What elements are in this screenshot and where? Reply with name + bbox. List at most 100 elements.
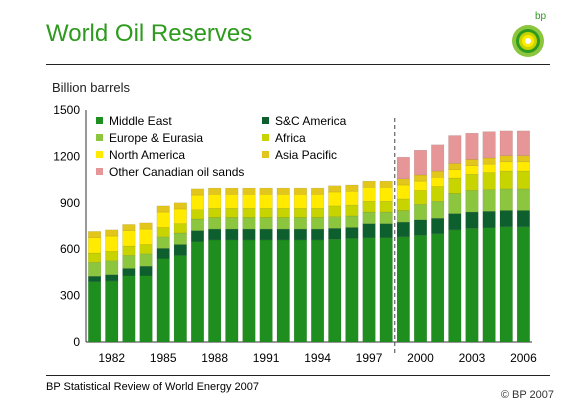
bar-segment bbox=[293, 239, 307, 343]
y-tick-label: 1200 bbox=[53, 149, 80, 163]
bar-segment bbox=[482, 189, 496, 212]
bar-segment bbox=[431, 144, 445, 172]
bar-segment bbox=[242, 239, 256, 343]
bar-segment bbox=[345, 238, 359, 343]
x-tick-label: 1985 bbox=[150, 351, 177, 365]
bar-segment bbox=[88, 237, 102, 254]
bar-segment bbox=[379, 223, 393, 238]
bar-segment bbox=[208, 194, 222, 209]
bar-segment bbox=[465, 211, 479, 229]
bar-segment bbox=[190, 188, 205, 196]
bar-segment bbox=[362, 237, 376, 343]
footer-divider bbox=[46, 375, 550, 376]
bar-segment bbox=[173, 223, 187, 234]
copyright-note: © BP 2007 bbox=[500, 389, 554, 401]
bar-segment bbox=[499, 188, 513, 211]
bar-segment bbox=[448, 177, 462, 194]
bar-segment bbox=[396, 178, 410, 186]
bar-segment bbox=[431, 186, 445, 202]
bp-logo: bp bbox=[512, 11, 547, 57]
bar-segment bbox=[516, 161, 530, 172]
legend-swatch bbox=[262, 134, 269, 141]
bar-segment bbox=[139, 275, 153, 343]
bar-segment bbox=[225, 207, 239, 218]
bar-segment bbox=[105, 274, 119, 282]
bar-segment bbox=[225, 194, 239, 209]
legend-swatch bbox=[262, 151, 269, 158]
legend-swatch bbox=[96, 151, 103, 158]
y-tick-label: 900 bbox=[60, 196, 80, 210]
bar-segment bbox=[448, 213, 462, 231]
bar-segment bbox=[482, 227, 496, 343]
bar-segment bbox=[362, 223, 376, 238]
bar-segment bbox=[482, 172, 496, 190]
page-title: World Oil Reserves bbox=[46, 20, 253, 47]
bar-segment bbox=[328, 191, 342, 207]
bar-segment bbox=[345, 215, 359, 228]
bar-segment bbox=[190, 209, 205, 220]
bar-segment bbox=[328, 238, 342, 343]
bar-segment bbox=[88, 281, 102, 343]
bar-segment bbox=[156, 227, 170, 238]
bar-segment bbox=[122, 255, 136, 269]
bar-segment bbox=[208, 239, 222, 343]
bar-segment bbox=[190, 241, 205, 343]
bar-segment bbox=[482, 211, 496, 228]
bar-segment bbox=[311, 217, 325, 230]
bar-segment bbox=[242, 194, 256, 209]
bar-segment bbox=[156, 211, 170, 228]
source-note: BP Statistical Review of World Energy 20… bbox=[46, 381, 259, 393]
bar-segment bbox=[465, 132, 479, 160]
bar-segment bbox=[293, 187, 307, 195]
bar-segment bbox=[345, 227, 359, 239]
bar-segment bbox=[396, 236, 410, 343]
bar-segment bbox=[379, 180, 393, 188]
bar-segment bbox=[413, 174, 428, 182]
bar-segment bbox=[88, 276, 102, 282]
x-tick-label: 1994 bbox=[304, 351, 331, 365]
bar-segment bbox=[242, 217, 256, 230]
bar-segment bbox=[208, 187, 222, 195]
bar-segment bbox=[431, 177, 445, 187]
bar-segment bbox=[173, 255, 187, 343]
bar-segment bbox=[139, 244, 153, 255]
bar-segment bbox=[139, 222, 153, 230]
bar-segment bbox=[465, 190, 479, 213]
bar-segment bbox=[328, 228, 342, 240]
bar-segment bbox=[276, 187, 290, 195]
bar-segment bbox=[431, 170, 445, 178]
bar-segment bbox=[379, 187, 393, 202]
bar-segment bbox=[259, 217, 273, 230]
bar-segment bbox=[499, 161, 513, 172]
bar-segment bbox=[396, 198, 410, 211]
bar-segment bbox=[276, 207, 290, 218]
bar-segment bbox=[311, 239, 325, 343]
bar-segment bbox=[105, 229, 119, 237]
bar-segment bbox=[276, 239, 290, 343]
bar-segment bbox=[345, 190, 359, 206]
bar-segment bbox=[499, 226, 513, 343]
bar-segment bbox=[311, 187, 325, 195]
bar-segment bbox=[465, 173, 479, 191]
bar-segment bbox=[362, 201, 376, 213]
bar-segment bbox=[139, 253, 153, 267]
x-tick-label: 1997 bbox=[356, 351, 383, 365]
bar-segment bbox=[293, 228, 307, 241]
bar-segment bbox=[465, 228, 479, 343]
legend-swatch bbox=[96, 168, 103, 175]
bar-segment bbox=[448, 135, 462, 164]
bar-segment bbox=[293, 194, 307, 209]
legend-label: Asia Pacific bbox=[275, 148, 337, 162]
bar-segment bbox=[413, 235, 428, 343]
bar-segment bbox=[396, 210, 410, 223]
bar-segment bbox=[448, 169, 462, 179]
bar-segment bbox=[413, 149, 428, 176]
bar-segment bbox=[396, 156, 410, 180]
bar-segment bbox=[122, 224, 136, 231]
bar-segment bbox=[482, 157, 496, 165]
bar-segment bbox=[499, 210, 513, 228]
bar-segment bbox=[499, 170, 513, 190]
x-tick-label: 2003 bbox=[459, 351, 486, 365]
bar-segment bbox=[516, 188, 530, 211]
x-tick-label: 1991 bbox=[253, 351, 280, 365]
